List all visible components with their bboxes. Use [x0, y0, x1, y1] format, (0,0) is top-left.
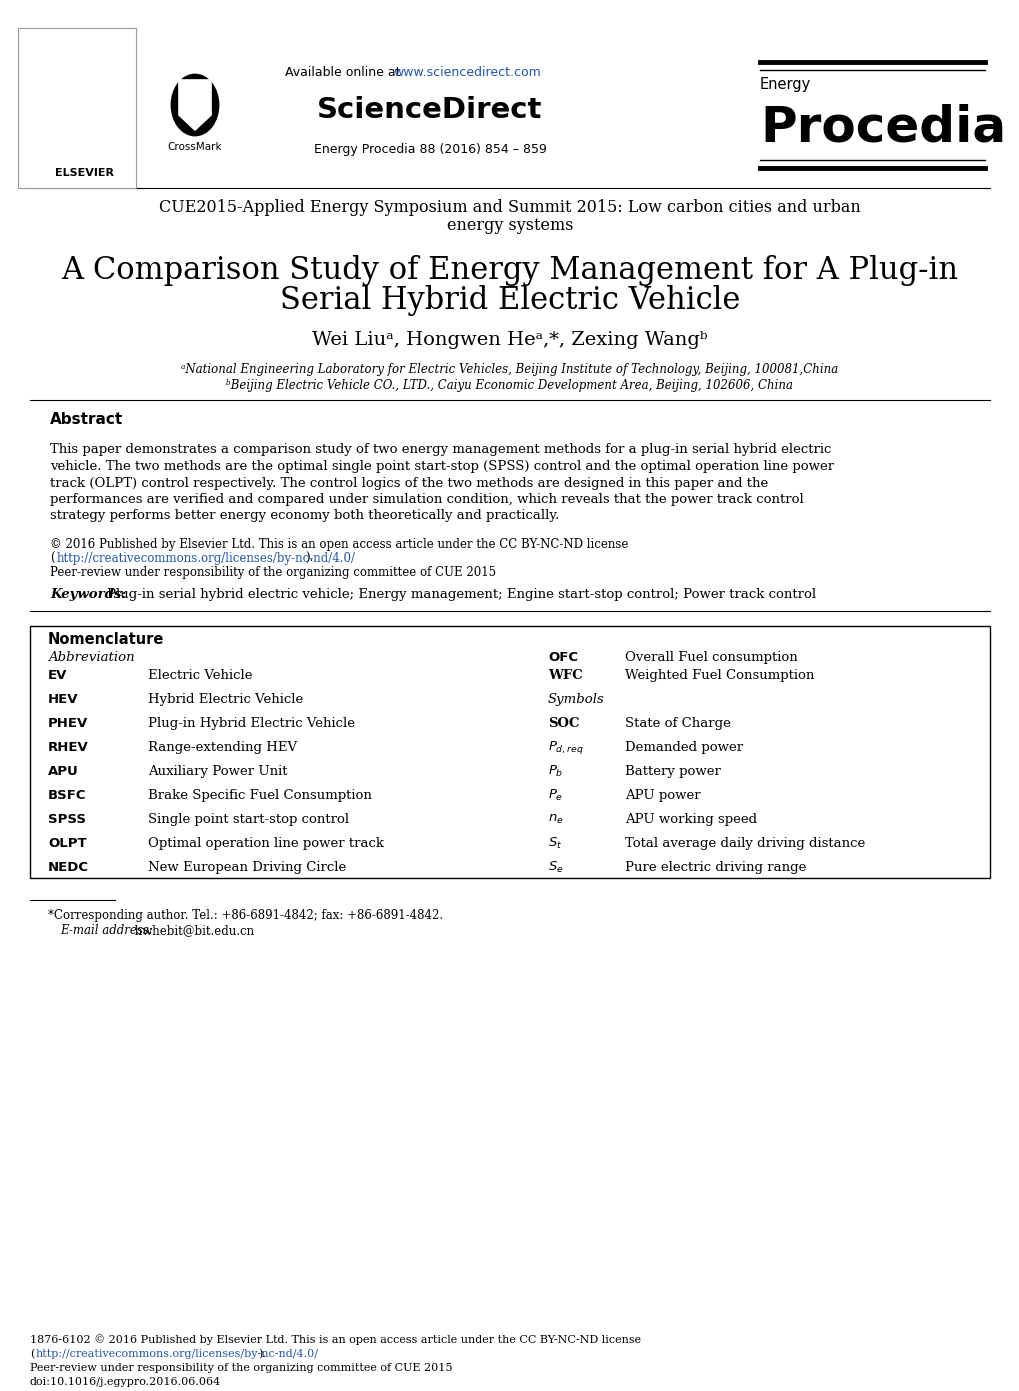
Text: ).: ). — [305, 552, 313, 565]
Text: State of Charge: State of Charge — [625, 716, 731, 730]
Text: E-mail address:: E-mail address: — [60, 924, 153, 938]
Bar — [30, 626, 989, 878]
Text: Peer-review under responsibility of the organizing committee of CUE 2015: Peer-review under responsibility of the … — [50, 566, 495, 579]
Polygon shape — [178, 81, 211, 129]
Text: Pure electric driving range: Pure electric driving range — [625, 861, 806, 874]
Text: OLPT: OLPT — [48, 837, 87, 850]
Text: Wei Liuᵃ, Hongwen Heᵃ,*, Zexing Wangᵇ: Wei Liuᵃ, Hongwen Heᵃ,*, Zexing Wangᵇ — [312, 331, 707, 349]
Text: Electric Vehicle: Electric Vehicle — [148, 669, 253, 682]
Text: $n_e$: $n_e$ — [547, 812, 564, 826]
Text: Hybrid Electric Vehicle: Hybrid Electric Vehicle — [148, 693, 303, 707]
Text: Single point start-stop control: Single point start-stop control — [148, 812, 348, 826]
Text: APU power: APU power — [625, 789, 700, 803]
Text: Nomenclature: Nomenclature — [48, 632, 164, 647]
Text: Abbreviation: Abbreviation — [48, 651, 135, 664]
Text: © 2016 Published by Elsevier Ltd. This is an open access article under the CC BY: © 2016 Published by Elsevier Ltd. This i… — [50, 538, 628, 551]
Text: SPSS: SPSS — [48, 812, 86, 826]
Text: 1876-6102 © 2016 Published by Elsevier Ltd. This is an open access article under: 1876-6102 © 2016 Published by Elsevier L… — [30, 1334, 641, 1345]
Text: performances are verified and compared under simulation condition, which reveals: performances are verified and compared u… — [50, 492, 803, 506]
Text: Weighted Fuel Consumption: Weighted Fuel Consumption — [625, 669, 813, 682]
Text: track (OLPT) control respectively. The control logics of the two methods are des: track (OLPT) control respectively. The c… — [50, 477, 767, 490]
Text: CrossMark: CrossMark — [167, 142, 222, 152]
Text: Serial Hybrid Electric Vehicle: Serial Hybrid Electric Vehicle — [279, 285, 740, 316]
Text: $P_e$: $P_e$ — [547, 787, 562, 803]
Text: This paper demonstrates a comparison study of two energy management methods for : This paper demonstrates a comparison stu… — [50, 444, 830, 456]
Text: HEV: HEV — [48, 693, 78, 707]
Text: energy systems: energy systems — [446, 217, 573, 235]
Text: doi:10.1016/j.egypro.2016.06.064: doi:10.1016/j.egypro.2016.06.064 — [30, 1377, 221, 1387]
Text: Abstract: Abstract — [50, 413, 123, 427]
Text: ᵃNational Engineering Laboratory for Electric Vehicles, Beijing Institute of Tec: ᵃNational Engineering Laboratory for Ele… — [181, 363, 838, 377]
Text: *Corresponding author. Tel.: +86-6891-4842; fax: +86-6891-4842.: *Corresponding author. Tel.: +86-6891-48… — [48, 908, 442, 922]
Ellipse shape — [172, 75, 218, 135]
Text: Brake Specific Fuel Consumption: Brake Specific Fuel Consumption — [148, 789, 372, 803]
Text: Energy: Energy — [759, 78, 810, 92]
Text: hwhebit@bit.edu.cn: hwhebit@bit.edu.cn — [130, 924, 254, 938]
Text: (: ( — [50, 552, 55, 565]
Text: Overall Fuel consumption: Overall Fuel consumption — [625, 651, 797, 664]
Text: NEDC: NEDC — [48, 861, 89, 874]
Text: SOC: SOC — [547, 716, 579, 730]
Text: ).: ). — [258, 1349, 266, 1359]
Text: www.sciencedirect.com: www.sciencedirect.com — [392, 65, 540, 78]
Text: Total average daily driving distance: Total average daily driving distance — [625, 837, 864, 850]
Text: vehicle. The two methods are the optimal single point start-stop (SPSS) control : vehicle. The two methods are the optimal… — [50, 460, 834, 473]
Text: APU: APU — [48, 765, 78, 778]
Text: $P_b$: $P_b$ — [547, 764, 562, 779]
Text: http://creativecommons.org/licenses/by-nc-nd/4.0/: http://creativecommons.org/licenses/by-n… — [36, 1349, 319, 1359]
Text: Peer-review under responsibility of the organizing committee of CUE 2015: Peer-review under responsibility of the … — [30, 1363, 452, 1373]
Text: Energy Procedia 88 (2016) 854 – 859: Energy Procedia 88 (2016) 854 – 859 — [313, 143, 546, 157]
Text: Plug-in Hybrid Electric Vehicle: Plug-in Hybrid Electric Vehicle — [148, 716, 355, 730]
Text: (: ( — [30, 1349, 35, 1359]
Text: ELSEVIER: ELSEVIER — [55, 168, 114, 178]
Text: $S_t$: $S_t$ — [547, 836, 561, 851]
Text: Auxiliary Power Unit: Auxiliary Power Unit — [148, 765, 287, 778]
Text: Optimal operation line power track: Optimal operation line power track — [148, 837, 383, 850]
Text: $S_e$: $S_e$ — [547, 860, 564, 875]
Text: CUE2015-Applied Energy Symposium and Summit 2015: Low carbon cities and urban: CUE2015-Applied Energy Symposium and Sum… — [159, 199, 860, 217]
Text: EV: EV — [48, 669, 67, 682]
Text: $P_{d,req}$: $P_{d,req}$ — [547, 739, 583, 755]
Text: http://creativecommons.org/licenses/by-nc-nd/4.0/: http://creativecommons.org/licenses/by-n… — [57, 552, 356, 565]
Text: Battery power: Battery power — [625, 765, 720, 778]
Text: ScienceDirect: ScienceDirect — [317, 96, 542, 124]
Text: Demanded power: Demanded power — [625, 741, 743, 754]
Text: OFC: OFC — [547, 651, 578, 664]
Text: Plug-in serial hybrid electric vehicle; Energy management; Engine start-stop con: Plug-in serial hybrid electric vehicle; … — [107, 588, 815, 601]
Text: BSFC: BSFC — [48, 789, 87, 803]
Text: Range-extending HEV: Range-extending HEV — [148, 741, 297, 754]
Text: strategy performs better energy economy both theoretically and practically.: strategy performs better energy economy … — [50, 509, 558, 523]
Text: ᵇBeijing Electric Vehicle CO., LTD., Caiyu Economic Development Area, Beijing, 1: ᵇBeijing Electric Vehicle CO., LTD., Cai… — [226, 380, 793, 392]
Text: Symbols: Symbols — [547, 693, 604, 707]
Text: Available online at: Available online at — [284, 65, 405, 78]
Text: Procedia: Procedia — [759, 104, 1005, 152]
Text: APU working speed: APU working speed — [625, 812, 756, 826]
Text: A Comparison Study of Energy Management for A Plug-in: A Comparison Study of Energy Management … — [61, 255, 958, 285]
Text: PHEV: PHEV — [48, 716, 89, 730]
Text: New European Driving Circle: New European Driving Circle — [148, 861, 345, 874]
Text: RHEV: RHEV — [48, 741, 89, 754]
Text: Keywords:: Keywords: — [50, 588, 126, 601]
Text: WFC: WFC — [547, 669, 582, 682]
